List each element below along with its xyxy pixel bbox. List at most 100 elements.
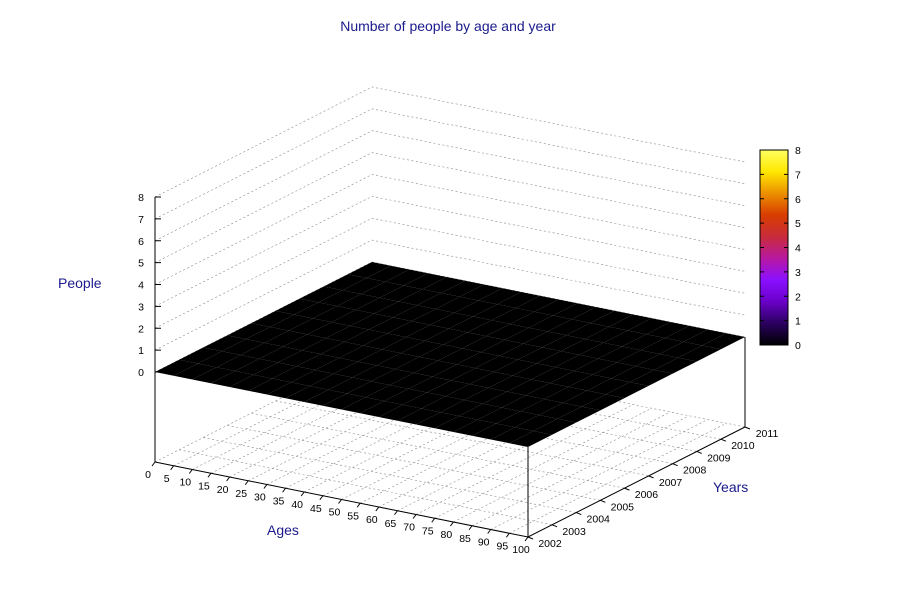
x-tick-label: 10 <box>179 477 191 489</box>
x-tick-label: 100 <box>512 544 530 556</box>
surface-cell <box>350 313 393 330</box>
surface-cell <box>424 328 468 345</box>
colorbar-tick-label: 7 <box>795 169 801 181</box>
y-tick-mark <box>527 536 534 540</box>
surface-cell <box>629 369 673 386</box>
surface-cell <box>387 321 431 338</box>
surface-cell <box>451 368 494 385</box>
z-tick-label: 7 <box>138 214 144 226</box>
surface-cell <box>520 399 564 416</box>
surface-cell <box>398 289 442 306</box>
base-grid-line-y <box>251 412 625 489</box>
surface-cell <box>622 334 665 351</box>
surface-cell <box>210 371 254 387</box>
surface-cell <box>430 312 473 329</box>
surface-cell <box>664 325 708 342</box>
surface-cell <box>366 265 410 282</box>
surface-cell <box>440 400 483 417</box>
surface-cell <box>379 285 423 302</box>
x-tick-mark <box>170 465 175 471</box>
surface-cell <box>504 327 548 344</box>
surface-cell <box>408 376 452 393</box>
surface-cell <box>598 346 641 363</box>
surface-cell <box>277 350 321 367</box>
surface-cell <box>584 326 628 343</box>
surface-cell <box>355 297 399 314</box>
x-tick-mark <box>282 487 286 493</box>
surface-cell <box>501 395 545 412</box>
surface-cell <box>490 427 534 444</box>
surface-cell <box>413 360 457 377</box>
y-tick-label: 2006 <box>635 489 659 501</box>
surface-cell <box>512 363 556 380</box>
surface-cell <box>248 378 292 395</box>
surface-cell <box>441 280 484 297</box>
colorbar: 0 1 2 3 4 5 6 7 8 <box>759 145 801 352</box>
wall-grid-line-z <box>154 174 746 285</box>
surface-cell <box>259 346 302 363</box>
surface-cell <box>301 338 345 355</box>
surface-cell <box>477 407 521 424</box>
colorbar-tick-label: 2 <box>795 291 801 303</box>
y-tick-label: 2005 <box>611 501 635 513</box>
surface-cell <box>389 372 433 389</box>
x-tick-mark <box>207 472 212 478</box>
surface-cell <box>346 381 390 398</box>
surface-cell <box>227 323 271 340</box>
surface-cell <box>331 309 375 326</box>
y-tick-mark <box>551 524 558 528</box>
surface-cell <box>509 431 553 447</box>
x-tick-label: 0 <box>145 469 151 481</box>
x-tick-mark <box>188 469 193 474</box>
surface-cell <box>296 354 340 371</box>
surface-cell <box>587 378 630 395</box>
x-tick-mark <box>319 495 324 501</box>
surface-cell <box>635 353 679 370</box>
surface-cell <box>453 419 497 436</box>
y-tick-label: 2009 <box>707 452 731 464</box>
surface-cell <box>203 335 246 352</box>
y-tick-label: 2004 <box>587 514 611 526</box>
surface-cell <box>496 411 539 428</box>
x-tick-label: 45 <box>310 503 322 515</box>
surface-cell <box>478 288 522 305</box>
surface-cell <box>421 396 465 413</box>
wall-grid-line-z <box>154 217 746 329</box>
surface-cell <box>371 369 414 386</box>
surface-cell <box>315 357 358 374</box>
x-tick-label: 35 <box>273 495 285 507</box>
z-tick-label: 1 <box>138 345 144 357</box>
surface-cell <box>459 284 503 301</box>
surface-cell <box>406 324 449 341</box>
surface-cell <box>608 314 652 331</box>
x-tick-label: 70 <box>403 522 415 534</box>
y-tick-label: 2008 <box>683 465 707 477</box>
surface-cell <box>155 359 198 376</box>
y-tick-mark <box>672 463 678 467</box>
wall-grid-line-z <box>154 239 746 351</box>
surface-cell <box>381 337 425 354</box>
surface-cell <box>235 358 278 375</box>
surface-cell <box>304 389 347 406</box>
colorbar-tick-label: 5 <box>795 218 801 230</box>
x-tick-label: 80 <box>441 529 453 541</box>
surface-cell <box>288 318 332 335</box>
surface-cell <box>678 345 721 362</box>
surface-cell <box>253 362 297 379</box>
surface-cell <box>360 401 403 417</box>
surface-cell <box>417 292 460 309</box>
x-tick-mark <box>468 525 473 531</box>
z-tick-label: 2 <box>138 323 144 335</box>
z-axis-label: People <box>58 275 102 291</box>
surface-cell <box>464 387 508 404</box>
surface-cell <box>363 333 407 350</box>
base-grid-line-y <box>203 437 577 513</box>
x-tick-mark <box>412 514 417 519</box>
surface-cell <box>573 358 617 375</box>
surface-cell <box>571 307 615 323</box>
y-axis-label: Years <box>713 479 748 495</box>
x-tick-mark <box>300 491 305 497</box>
surface-cell <box>318 290 362 307</box>
x-tick-label: 30 <box>254 492 266 504</box>
surface-cell <box>480 339 524 356</box>
